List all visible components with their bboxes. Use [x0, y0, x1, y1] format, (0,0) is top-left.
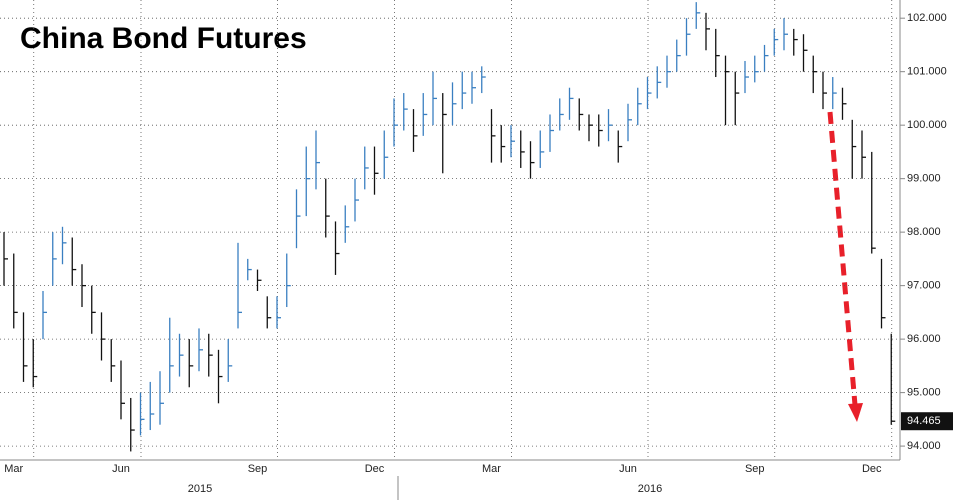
x-tick-label: Jun: [619, 463, 637, 475]
last-price-box: [901, 412, 953, 431]
x-tick-label: Mar: [4, 463, 23, 475]
x-tick-label: Dec: [862, 463, 882, 475]
y-tick-label: 99.000: [907, 173, 941, 185]
x-tick-label: Sep: [248, 463, 268, 475]
last-price-label: 94.465: [907, 415, 941, 427]
y-tick-label: 102.000: [907, 12, 947, 24]
x-tick-label: Jun: [112, 463, 130, 475]
y-tick-label: 100.000: [907, 119, 947, 131]
y-tick-label: 94.000: [907, 440, 941, 452]
x-tick-label: Dec: [365, 463, 385, 475]
year-label: 2016: [638, 483, 662, 495]
y-tick-label: 101.000: [907, 66, 947, 78]
year-label: 2015: [188, 483, 212, 495]
y-tick-label: 95.000: [907, 387, 941, 399]
x-tick-label: Sep: [745, 463, 765, 475]
y-tick-label: 97.000: [907, 280, 941, 292]
trend-arrow: [827, 111, 863, 422]
y-tick-label: 98.000: [907, 226, 941, 238]
chart-title: China Bond Futures: [20, 22, 307, 55]
x-tick-label: Mar: [482, 463, 501, 475]
y-tick-label: 96.000: [907, 333, 941, 345]
